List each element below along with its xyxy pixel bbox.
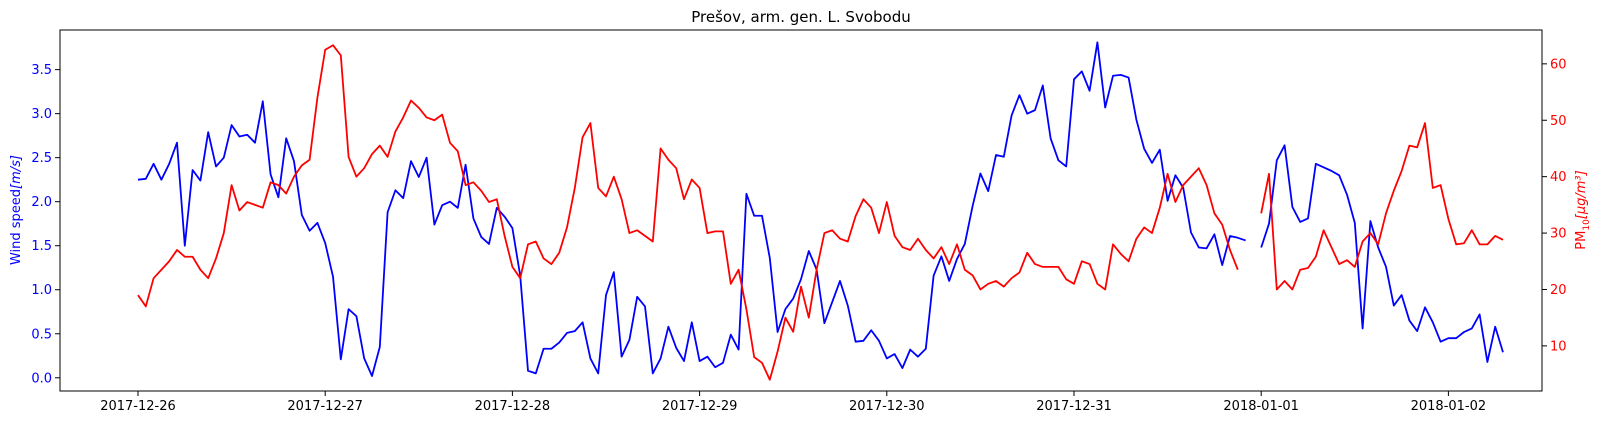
x-tick-label: 2017-12-28	[475, 399, 551, 414]
y-left-tick-label: 1.0	[31, 283, 52, 298]
chart-title: Prešov, arm. gen. L. Svobodu	[691, 8, 911, 26]
wind-speed-line-segment	[1260, 144, 1504, 363]
plot-frame	[59, 29, 1543, 392]
y-left-tick-label: 0.5	[31, 327, 52, 342]
y-left-label-prefix: Wind speed	[9, 189, 24, 265]
y-right-label-unit: [μg/m³]	[1574, 170, 1589, 219]
y-right-tick-label: 60	[1550, 57, 1567, 72]
y-left-tick-label: 0.0	[31, 371, 52, 386]
x-tick-label: 2017-12-30	[849, 399, 925, 414]
y-right-tick-label: 30	[1550, 227, 1567, 242]
y-right-tick-label: 50	[1550, 114, 1567, 129]
y-right-tick-label: 20	[1550, 283, 1567, 298]
x-tick-label: 2017-12-27	[287, 399, 363, 414]
y-left-tick-label: 3.0	[31, 107, 52, 122]
pm10-line-segment	[1260, 122, 1504, 291]
y-left-tick-label: 3.5	[31, 63, 52, 78]
x-tick-label: 2017-12-29	[662, 399, 738, 414]
y-right-tick-label: 10	[1550, 339, 1567, 354]
y-left-tick-label: 2.5	[31, 151, 52, 166]
y-right-label-main: PM	[1574, 231, 1589, 250]
y-left-label-unit: [m/s]	[9, 155, 24, 189]
x-tick-label: 2017-12-26	[100, 399, 176, 414]
wind-speed-line-segment	[137, 41, 1246, 377]
x-tick-label: 2017-12-31	[1036, 399, 1112, 414]
y-axis-right-title: PM10[μg/m³]	[1574, 170, 1592, 249]
x-tick-label: 2018-01-01	[1223, 399, 1299, 414]
y-right-tick-label: 40	[1550, 170, 1567, 185]
y-left-tick-label: 2.0	[31, 195, 52, 210]
x-tick-label: 2018-01-02	[1411, 399, 1487, 414]
pm10-line-segment	[137, 44, 1239, 381]
y-left-tick-label: 1.5	[31, 239, 52, 254]
y-right-label-sub: 10	[1582, 219, 1592, 231]
y-axis-left-title: Wind speed[m/s]	[9, 155, 24, 265]
